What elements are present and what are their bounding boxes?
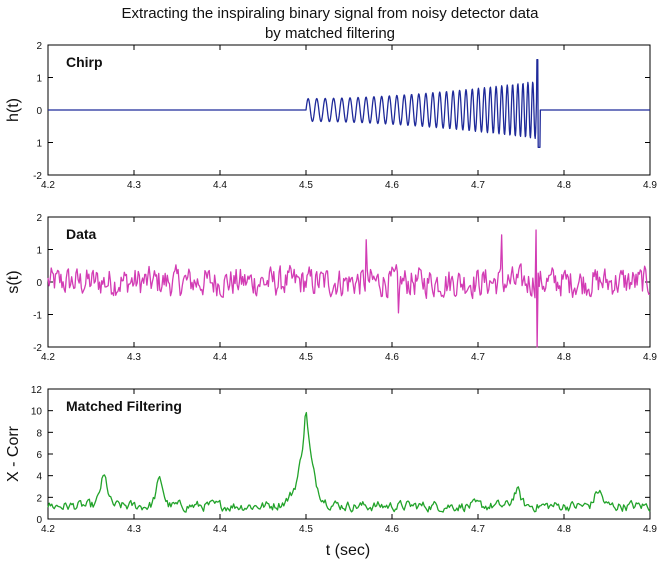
x-axis-label: t (sec)	[326, 542, 370, 559]
x-tick-label: 4.6	[385, 524, 399, 535]
x-tick-label: 4.4	[213, 352, 227, 363]
y-tick-label: 0	[36, 278, 42, 289]
y-axis-label: h(t)	[5, 98, 22, 122]
x-tick-label: 4.3	[127, 524, 141, 535]
y-tick-label: 2	[36, 213, 42, 224]
x-tick-label: 4.4	[213, 524, 227, 535]
x-tick-label: 4.3	[127, 352, 141, 363]
x-tick-label: 4.9	[643, 180, 657, 191]
chart-title-line2: by matched filtering	[265, 25, 395, 42]
chirp-panel: 4.2 4.3 4.4 4.5 4.6 4.7 4.8 4.9 2 1 0 1 -2 h(t) Chirp	[5, 41, 657, 191]
y-axis-label: s(t)	[5, 270, 22, 293]
x-tick-label: 4.2	[41, 524, 55, 535]
x-tick-label: 4.9	[643, 352, 657, 363]
x-tick-label: 4.5	[299, 524, 313, 535]
chart-title-line1: Extracting the inspiraling binary signal…	[122, 5, 540, 22]
y-tick-label: 4	[36, 472, 42, 483]
x-tick-label: 4.7	[471, 180, 485, 191]
series-line	[47, 229, 651, 348]
x-tick-label: 4.7	[471, 352, 485, 363]
panel-label: Chirp	[66, 54, 103, 70]
x-tick-label: 4.8	[557, 352, 571, 363]
x-tick-label: 4.2	[41, 180, 55, 191]
x-tick-label: 4.6	[385, 180, 399, 191]
y-tick-label: 10	[31, 407, 43, 418]
series-line	[47, 58, 651, 149]
y-tick-label: -1	[33, 311, 42, 322]
y-tick-label: 1	[36, 246, 42, 257]
x-tick-label: 4.9	[643, 524, 657, 535]
x-tick-label: 4.7	[471, 524, 485, 535]
panel-label: Data	[66, 226, 97, 242]
x-tick-label: 4.3	[127, 180, 141, 191]
y-tick-label: 2	[36, 41, 42, 52]
matched-filter-panel: 4.2 4.3 4.4 4.5 4.6 4.7 4.8 4.9 12 10 8 6 4 2 0 X - Cor…	[5, 385, 657, 535]
x-tick-label: 4.2	[41, 352, 55, 363]
y-axis-label: X - Corr	[5, 425, 22, 482]
y-tick-label: 1	[36, 139, 42, 150]
y-tick-label: -2	[33, 171, 42, 182]
panel-label: Matched Filtering	[66, 398, 182, 414]
y-tick-label: -2	[33, 343, 42, 354]
y-tick-label: 12	[31, 385, 43, 396]
y-tick-label: 1	[36, 74, 42, 85]
y-tick-label: 8	[36, 428, 42, 439]
x-tick-label: 4.5	[299, 180, 313, 191]
x-tick-label: 4.8	[557, 180, 571, 191]
y-tick-label: 0	[36, 106, 42, 117]
x-tick-label: 4.6	[385, 352, 399, 363]
y-tick-label: 6	[36, 450, 42, 461]
y-tick-label: 0	[36, 515, 42, 526]
series-line	[47, 411, 651, 513]
x-tick-label: 4.5	[299, 352, 313, 363]
y-tick-label: 2	[36, 493, 42, 504]
data-panel: 4.2 4.3 4.4 4.5 4.6 4.7 4.8 4.9 2 1 0 -1 -2 s(t) Data	[5, 213, 657, 363]
x-tick-label: 4.8	[557, 524, 571, 535]
x-tick-label: 4.4	[213, 180, 227, 191]
